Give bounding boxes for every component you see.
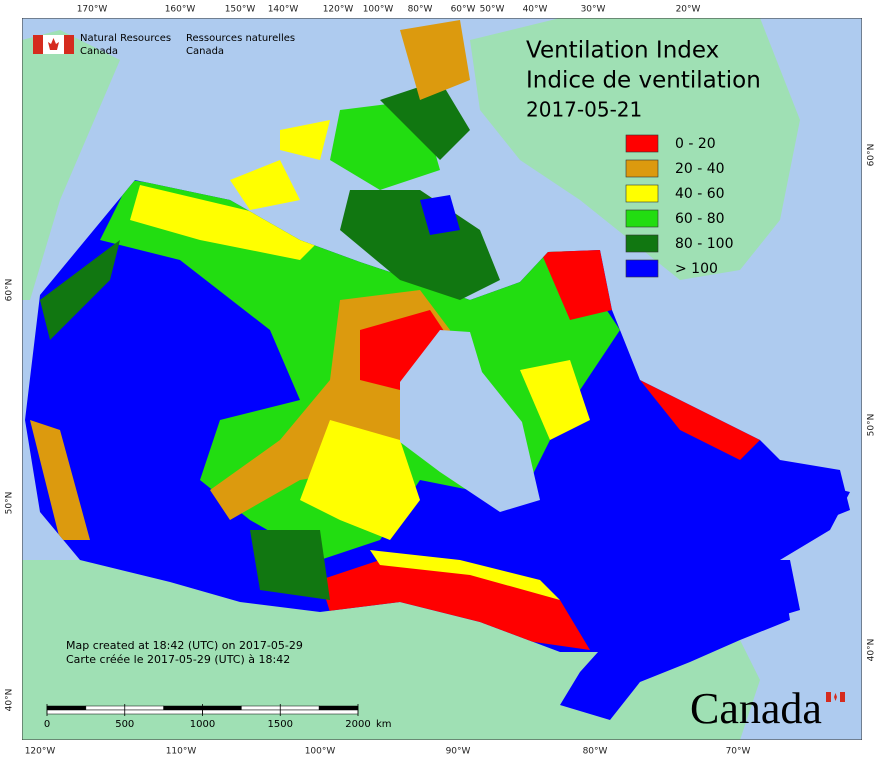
scale-label: 1500 [268, 719, 293, 730]
graticule-label: 90°W [446, 747, 471, 757]
legend-swatch [625, 234, 659, 253]
graticule-label: 150°W [225, 5, 256, 15]
graticule-label: 60°N [867, 144, 877, 167]
agency-logo: Natural Resources Canada Ressources natu… [33, 33, 295, 57]
canada-wordmark: Canada [690, 684, 845, 733]
scale-label: 1000 [190, 719, 215, 730]
graticule-label: 100°W [363, 5, 394, 15]
scale-unit: km [376, 719, 392, 730]
legend-swatch [625, 134, 659, 153]
credit: Carte créée le 2017-05-29 (UTC) à 18:42 [66, 653, 290, 666]
legend-swatch [625, 259, 659, 278]
date: 2017-05-21 [526, 98, 642, 122]
scale-segment [124, 705, 164, 711]
map-area [22, 18, 862, 740]
flag-bar [826, 692, 831, 702]
newfoundland [780, 460, 850, 530]
graticule-label: 50°N [867, 414, 877, 437]
scale-label: 500 [115, 719, 134, 730]
graticule-labels: 170°W 160°W 150°W 140°W 120°W 100°W 80°W 60°W 50… [5, 5, 877, 757]
scale-label: 0 [44, 719, 50, 730]
graticule-label: 20°W [676, 5, 701, 15]
scale-segment [85, 705, 125, 711]
maple-leaf [834, 693, 837, 701]
graticule-label: 40°N [867, 639, 877, 662]
scale-segment [241, 705, 281, 711]
legend-label: 20 - 40 [675, 161, 725, 177]
agency-en: Natural Resources [80, 33, 171, 44]
credit: Map created at 18:42 (UTC) on 2017-05-29 [66, 639, 303, 652]
wordmark: Canada [690, 684, 822, 733]
graticule-label: 60°W [451, 5, 476, 15]
graticule-label: 110°W [166, 747, 197, 757]
scale-label: 2000 [345, 719, 370, 730]
graticule-label: 140°W [268, 5, 299, 15]
flag-bar [33, 35, 43, 54]
graticule-label: 60°N [5, 279, 15, 302]
graticule-label: 170°W [77, 5, 108, 15]
agency-fr: Ressources naturelles [186, 33, 295, 44]
scale-segment [280, 705, 320, 711]
graticule-label: 80°W [583, 747, 608, 757]
legend-swatch [625, 159, 659, 178]
graticule-label: 50°N [5, 492, 15, 515]
graticule-label: 70°W [726, 747, 751, 757]
island [340, 190, 500, 300]
legend-label: 60 - 80 [675, 211, 725, 227]
legend-label: > 100 [675, 261, 718, 277]
graticule-label: 80°W [408, 5, 433, 15]
legend-label: 40 - 60 [675, 186, 725, 202]
legend-swatch [625, 209, 659, 228]
title: Indice de ventilation [526, 68, 761, 94]
usa-land [22, 560, 760, 740]
island [280, 120, 330, 160]
flag-bar [64, 35, 74, 54]
scale-segment [124, 709, 203, 715]
scale-bar: 0 500 1000 1500 2000 km [44, 704, 392, 730]
island [230, 160, 300, 210]
scale-segment [280, 709, 359, 715]
graticule-label: 40°N [5, 689, 15, 712]
maple-leaf [48, 38, 59, 50]
agency-en: Canada [80, 46, 118, 57]
alaska-land [22, 30, 120, 300]
legend-label: 0 - 20 [675, 136, 716, 152]
graticule-label: 50°W [480, 5, 505, 15]
graticule-label: 100°W [305, 747, 336, 757]
scale-segment [163, 705, 203, 711]
graticule-label: 40°W [523, 5, 548, 15]
title: Ventilation Index [526, 38, 719, 64]
graticule-label: 120°W [323, 5, 354, 15]
island [400, 20, 470, 100]
graticule-label: 30°W [581, 5, 606, 15]
scale-segment [202, 709, 281, 715]
island [420, 195, 460, 235]
agency-fr: Canada [186, 46, 224, 57]
graticule-label: 120°W [25, 747, 56, 757]
scale-segment [46, 709, 125, 715]
graticule-label: 160°W [165, 5, 196, 15]
scale-segment [318, 705, 359, 711]
legend-label: 80 - 100 [675, 236, 734, 252]
flag-bar [840, 692, 845, 702]
legend: 0 - 20 20 - 40 40 - 60 60 - 80 80 - 100 > 100 [625, 134, 734, 278]
nova-scotia [735, 560, 800, 625]
scale-segment [202, 705, 242, 711]
legend-swatch [625, 184, 659, 203]
scale-segment [46, 705, 87, 711]
island [380, 80, 470, 160]
